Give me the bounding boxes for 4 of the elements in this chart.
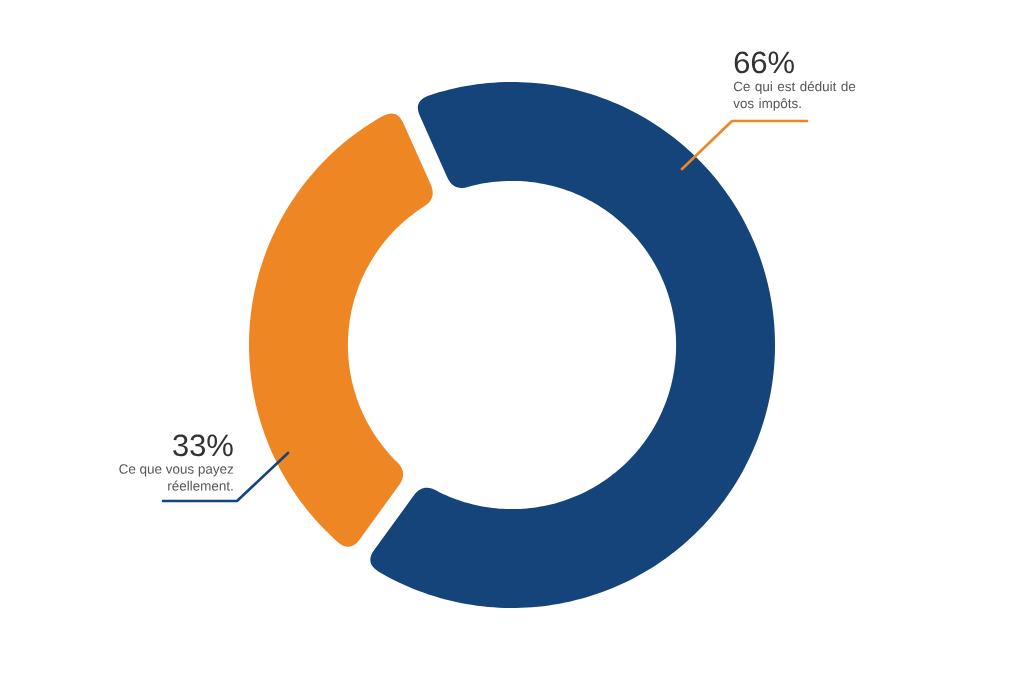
slice-label: Ce qui est déduit de vos impôts. xyxy=(733,81,856,111)
data-label: 33% xyxy=(173,434,233,457)
data-label: 66% xyxy=(734,51,794,74)
slice-label: Ce que vous payez réellement. xyxy=(119,464,234,491)
